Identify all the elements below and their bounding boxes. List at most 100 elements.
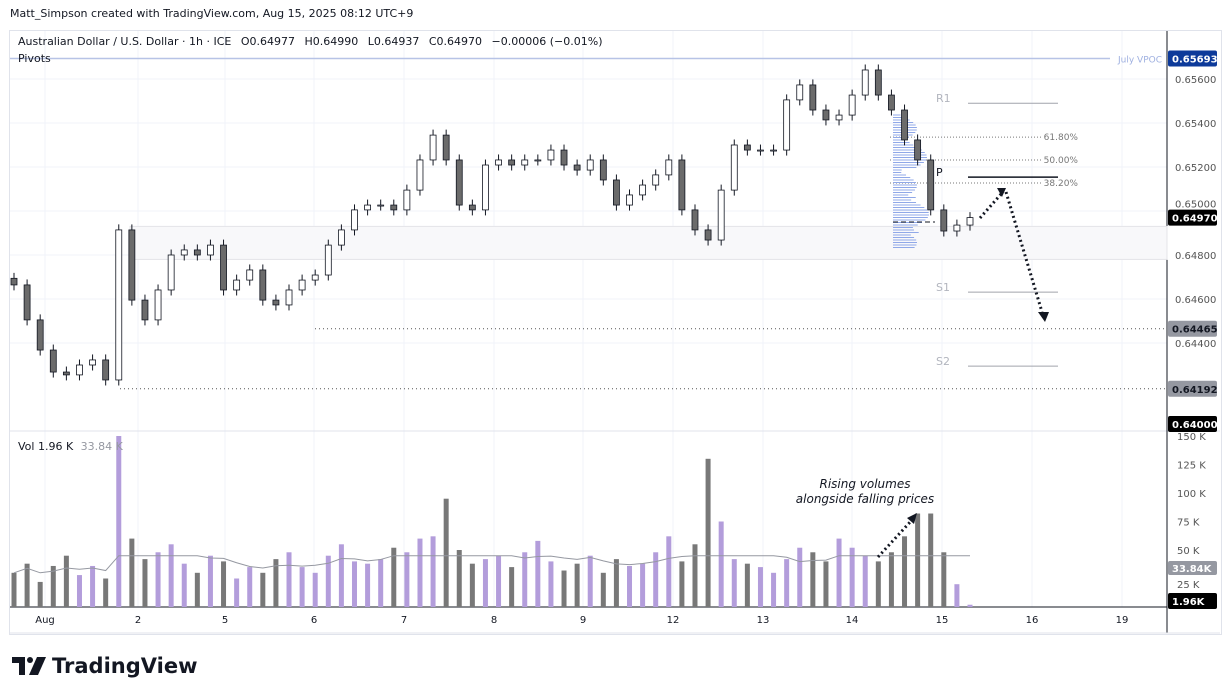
candle-body: [416, 159, 424, 191]
chart-frame: [9, 30, 1222, 635]
fib-label: 61.80%: [1044, 133, 1079, 143]
candle-body: [76, 364, 83, 376]
pivots-indicator-label[interactable]: Pivots: [18, 52, 51, 65]
vpoc-label: July VPOC: [1117, 56, 1162, 66]
candle-body: [547, 149, 555, 161]
candle-body: [442, 134, 450, 161]
candle-body: [953, 224, 961, 232]
candle-body: [390, 204, 398, 211]
volume-bar: [37, 581, 43, 607]
volume-bar: [103, 578, 109, 607]
candle-body: [626, 194, 633, 206]
dotted-arrow-up: [978, 192, 1004, 219]
volume-bar: [731, 559, 737, 607]
volume-bar: [299, 567, 305, 607]
x-tick-label: 12: [667, 615, 680, 626]
x-tick-label: Aug: [35, 615, 55, 626]
arrowhead-icon: [1038, 312, 1049, 322]
candle-body: [233, 279, 241, 291]
price-tick-label: 0.64600: [1175, 295, 1216, 306]
candle-body: [874, 69, 882, 96]
candle-body: [704, 229, 712, 241]
candle-body: [927, 159, 935, 211]
candle-body: [796, 84, 804, 101]
volume-bar: [116, 436, 122, 607]
volume-label[interactable]: Vol: [18, 440, 35, 453]
candle-body: [311, 274, 319, 281]
volume-ma-line: [13, 555, 970, 574]
candle-body: [351, 209, 358, 231]
volume-legend: Vol 1.96 K 33.84 K: [18, 440, 123, 453]
symbol-legend: Australian Dollar / U.S. Dollar · 1h · I…: [18, 35, 609, 48]
candle-body: [848, 94, 856, 116]
last-price-badge-bg: [1168, 209, 1217, 226]
arrowhead-icon: [997, 188, 1006, 197]
candle-body: [888, 94, 895, 111]
volume-bar: [469, 563, 475, 607]
volume-bar: [129, 538, 135, 607]
volume-bar: [24, 563, 30, 607]
price-tick-label: 0.64400: [1175, 339, 1216, 350]
volume-bar: [286, 552, 292, 607]
volume-bar: [600, 572, 606, 607]
volume-bar: [378, 559, 384, 607]
volume-bar: [705, 458, 711, 607]
volume-bar: [391, 547, 397, 607]
x-tick-label: 5: [222, 615, 228, 626]
candle-body: [298, 279, 306, 291]
volume-bar: [221, 561, 227, 607]
volume-bar: [247, 567, 253, 607]
x-tick-label: 6: [311, 615, 317, 626]
candle-body: [901, 109, 908, 141]
candle-body: [613, 179, 620, 206]
candle-body: [599, 159, 607, 181]
price-tick-label: 0.65200: [1175, 163, 1216, 174]
volume-bar: [535, 540, 541, 607]
volume-bar: [11, 572, 17, 607]
price-tick-label: 0.65400: [1175, 119, 1216, 130]
annotation-line-1: Rising volumes: [819, 477, 911, 491]
candle-body: [272, 299, 280, 306]
dotted-arrow-down: [1004, 191, 1044, 313]
volume-bar: [941, 552, 947, 607]
credit-line: Matt_Simpson created with TradingView.co…: [10, 7, 414, 20]
candle-body: [822, 109, 830, 121]
volume-bar: [718, 521, 724, 607]
fib-label: 38.20%: [1044, 179, 1079, 189]
volume-bar: [456, 550, 462, 607]
volume-tick-label: 150 K: [1177, 432, 1206, 443]
volume-bar: [260, 572, 266, 607]
volume-bar: [155, 552, 161, 607]
volume-bar: [168, 544, 174, 607]
volume-bar: [771, 572, 777, 607]
candle-body: [586, 159, 594, 171]
volume-bar: [50, 565, 56, 607]
volume-tick-label: 25 K: [1177, 580, 1200, 591]
candle-body: [835, 114, 843, 121]
candle-body: [36, 319, 44, 351]
candle-body: [429, 134, 437, 161]
candle-body: [783, 99, 791, 151]
volume-bar: [430, 536, 436, 607]
volume-bar: [640, 563, 646, 607]
candle-body: [639, 184, 647, 196]
volume-bar: [849, 547, 855, 607]
candle-body: [717, 189, 725, 241]
volume-bar: [417, 538, 423, 607]
candle-body: [259, 269, 267, 301]
ohlc-high: H0.64990: [304, 35, 359, 48]
volume-bar: [875, 561, 881, 607]
volume-bar: [928, 513, 934, 607]
candle-body: [89, 359, 96, 366]
candle-body: [154, 289, 162, 321]
candle-body: [495, 159, 502, 166]
volume-bar: [836, 538, 842, 607]
volume-tick-label: 100 K: [1177, 489, 1206, 500]
candle-body: [10, 277, 18, 286]
symbol-title[interactable]: Australian Dollar / U.S. Dollar · 1h · I…: [18, 35, 232, 48]
volume-bar: [613, 559, 619, 607]
candle-body: [207, 244, 214, 256]
volume-bar: [482, 559, 488, 607]
